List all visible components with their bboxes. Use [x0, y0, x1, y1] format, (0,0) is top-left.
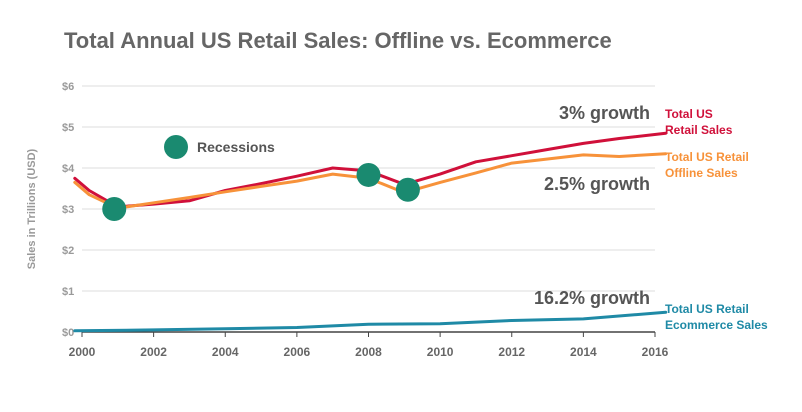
growth-label: 2.5% growth [544, 174, 650, 194]
x-axis-ticks: 2000 2002 2004 2006 2008 2010 2012 2014 2016 [69, 332, 669, 359]
y-tick-label: $2 [62, 245, 74, 257]
y-tick-label: $3 [62, 204, 74, 216]
y-tick-label: $1 [62, 286, 74, 298]
recession-marker [102, 197, 127, 221]
x-tick-label: 2016 [642, 345, 669, 359]
series-line [73, 310, 668, 333]
x-tick-label: 2014 [570, 345, 597, 359]
y-tick-label: $0 [62, 327, 74, 339]
series-label: Offline Sales [665, 166, 738, 180]
x-tick-label: 2006 [284, 345, 311, 359]
y-axis-ticks: $0 $1 $2 $3 $4 $5 $6 [62, 81, 75, 339]
x-tick-label: 2010 [427, 345, 454, 359]
y-tick-label: $4 [62, 163, 75, 175]
x-tick-label: 2000 [69, 345, 96, 359]
y-tick-label: $6 [62, 81, 74, 93]
series-label: Retail Sales [665, 123, 733, 137]
series-label: Total US Retail [665, 150, 749, 164]
growth-label: 3% growth [559, 103, 650, 123]
y-axis-label: Sales in Trillions (USD) [26, 148, 38, 269]
series-lines [73, 131, 668, 333]
series-label: Total US [665, 107, 713, 121]
x-tick-label: 2008 [355, 345, 382, 359]
series-label: Ecommerce Sales [665, 318, 768, 332]
recession-marker [395, 177, 420, 202]
recession-markers [102, 162, 420, 221]
series-label: Total US Retail [665, 302, 749, 316]
legend: Recessions [164, 135, 275, 159]
growth-label: 16.2% growth [534, 288, 650, 308]
series-labels: Total US Retail Sales 3% growth Total US Re… [534, 103, 768, 332]
x-tick-label: 2004 [212, 345, 239, 359]
series-line [73, 152, 668, 210]
x-tick-label: 2002 [140, 345, 167, 359]
grid-lines [82, 85, 655, 333]
y-tick-label: $5 [62, 122, 74, 134]
legend-label: Recessions [197, 139, 275, 155]
x-tick-label: 2012 [498, 345, 525, 359]
chart-title: Total Annual US Retail Sales: Offline vs… [64, 28, 612, 53]
recession-marker [356, 162, 381, 187]
legend-marker [164, 135, 188, 159]
